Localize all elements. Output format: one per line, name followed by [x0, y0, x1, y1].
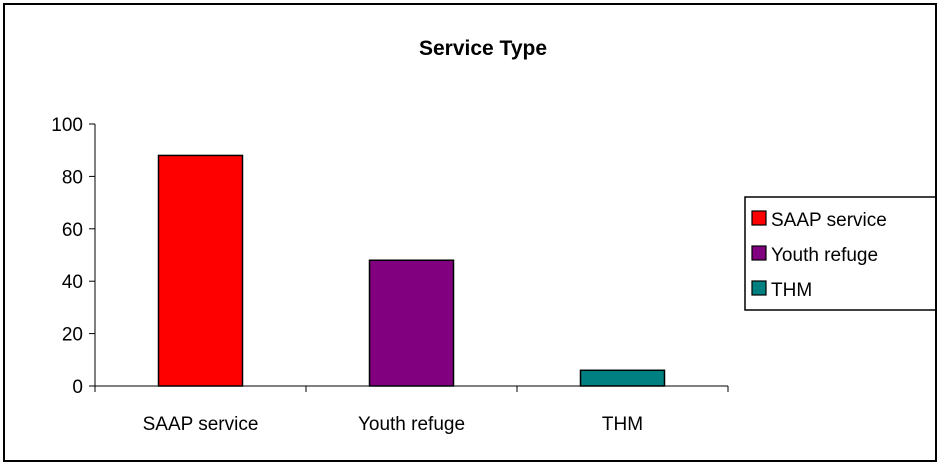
- y-axis-labels: 0 20 40 60 80 100: [51, 115, 83, 398]
- chart-title: Service Type: [419, 37, 547, 60]
- legend-swatch: [751, 210, 767, 226]
- service-type-chart: Service Type 0 20 40 60 80 100 SAAP service Yo…: [51, 37, 935, 435]
- y-tick-label: 40: [62, 272, 83, 293]
- legend-box: [744, 196, 935, 311]
- legend-label: SAAP service: [771, 210, 887, 231]
- y-tick-label: 100: [51, 115, 83, 136]
- x-axis-labels: SAAP service Youth refuge THM: [143, 414, 643, 435]
- legend-swatch: [751, 245, 767, 261]
- legend-label: THM: [771, 280, 812, 301]
- y-tick-label: 80: [62, 167, 83, 188]
- bar-saap-service: [157, 154, 244, 387]
- y-tick-label: 0: [72, 377, 83, 398]
- chart-bars: [157, 154, 666, 387]
- x-tick-label: THM: [602, 414, 643, 435]
- bar-thm: [579, 369, 666, 387]
- chart-legend: SAAP service Youth refuge THM: [744, 196, 935, 311]
- x-tick-label: Youth refuge: [358, 414, 465, 435]
- x-tick-label: SAAP service: [143, 414, 259, 435]
- chart-frame: Service Type 0 20 40 60 80 100 SAAP service Yo…: [3, 3, 937, 462]
- y-tick-label: 60: [62, 220, 83, 241]
- legend-swatch: [751, 280, 767, 296]
- bar-youth-refuge: [368, 259, 455, 387]
- y-tick-label: 20: [62, 325, 83, 346]
- legend-label: Youth refuge: [771, 245, 878, 266]
